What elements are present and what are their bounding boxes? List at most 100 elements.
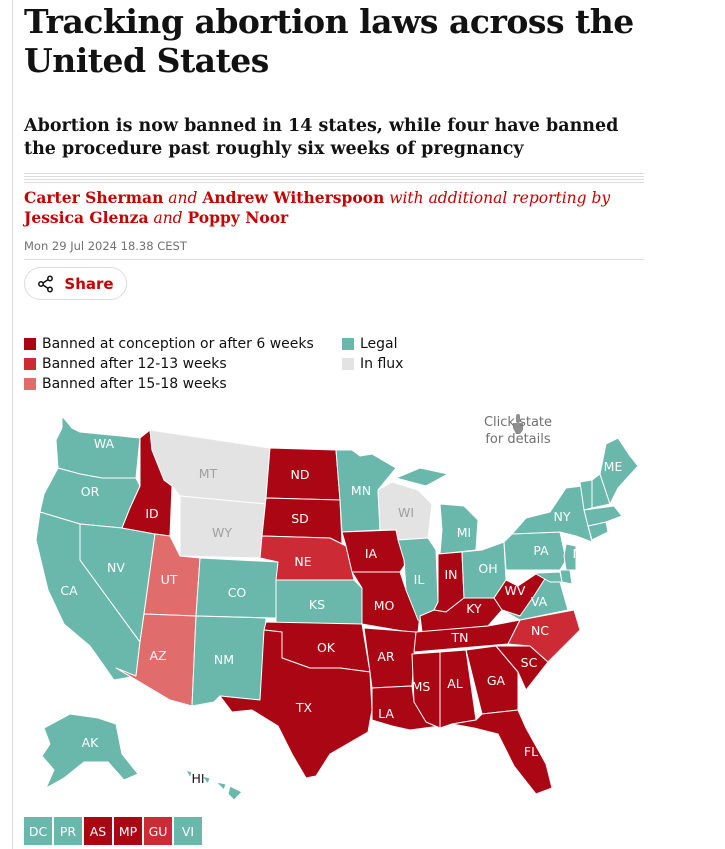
state-label-NV: NV xyxy=(107,560,125,575)
state-label-AR: AR xyxy=(377,649,395,664)
state-SC[interactable] xyxy=(495,645,549,691)
state-label-ND: ND xyxy=(291,467,310,482)
state-label-PA: PA xyxy=(533,543,549,558)
territory-AS[interactable]: AS xyxy=(84,817,112,845)
state-label-AZ: AZ xyxy=(149,648,166,663)
legend-swatch xyxy=(342,338,354,350)
state-label-KY: KY xyxy=(466,601,482,616)
legend-item-banned-12: Banned after 12-13 weeks xyxy=(24,356,227,372)
state-MA[interactable] xyxy=(583,505,623,527)
headline: Tracking abortion laws across the United… xyxy=(24,2,634,80)
state-label-ID: ID xyxy=(145,506,158,521)
state-label-TX: TX xyxy=(295,700,313,715)
state-label-NJ: NJ xyxy=(572,546,585,561)
state-label-UT: UT xyxy=(161,572,178,587)
map-hint-line: for details xyxy=(485,432,551,447)
state-NJ[interactable] xyxy=(563,543,577,571)
state-FL[interactable] xyxy=(451,709,553,795)
state-label-NY: NY xyxy=(554,509,571,524)
legend-label: Banned after 15-18 weeks xyxy=(42,376,227,392)
legend-swatch xyxy=(24,338,36,350)
interactive-rule xyxy=(12,322,13,849)
state-label-HI: HI xyxy=(191,771,204,786)
state-label-WY: WY xyxy=(212,525,232,540)
state-label-SC: SC xyxy=(521,655,538,670)
territory-VI[interactable]: VI xyxy=(174,817,202,845)
state-label-MS: MS xyxy=(412,679,431,694)
state-label-IL: IL xyxy=(414,572,425,587)
us-abortion-map: WA OR CA NV ID MT WY UT AZ CO NM ND SD N… xyxy=(35,414,639,801)
legend-item-legal: Legal xyxy=(342,336,398,352)
territory-boxes: DC PR AS MP GU VI xyxy=(24,817,202,845)
share-button[interactable]: Share xyxy=(24,267,127,300)
map-hint-line: Click state xyxy=(483,415,553,430)
legend-item-in-flux: In flux xyxy=(342,356,403,372)
legend-swatch xyxy=(24,358,36,370)
state-label-CA: CA xyxy=(60,583,78,598)
state-label-VA: VA xyxy=(531,594,548,609)
author-link[interactable]: Poppy Noor xyxy=(187,208,289,227)
state-MS[interactable] xyxy=(411,651,441,729)
territory-GU[interactable]: GU xyxy=(144,817,172,845)
state-ME[interactable] xyxy=(599,437,639,505)
legend-item-banned-15: Banned after 15-18 weeks xyxy=(24,376,227,392)
state-label-IA: IA xyxy=(365,546,378,561)
state-label-AK: AK xyxy=(82,735,100,750)
legend-label: Banned after 12-13 weeks xyxy=(42,356,227,372)
territory-DC[interactable]: DC xyxy=(24,817,52,845)
lake-michigan xyxy=(430,504,442,550)
share-icon xyxy=(38,275,54,292)
territory-MP[interactable]: MP xyxy=(114,817,142,845)
legend-label: In flux xyxy=(360,356,404,372)
legend-item-banned-6: Banned at conception or after 6 weeks xyxy=(24,336,314,352)
state-label-KS: KS xyxy=(309,597,325,612)
state-label-CO: CO xyxy=(228,585,247,600)
state-GA[interactable] xyxy=(465,645,519,715)
state-label-OK: OK xyxy=(317,640,336,655)
state-label-WV: WV xyxy=(505,583,526,598)
author-link[interactable]: Carter Sherman xyxy=(24,188,164,207)
state-label-TN: TN xyxy=(451,630,469,645)
standfirst: Abortion is now banned in 14 states, whi… xyxy=(24,116,619,159)
state-label-SD: SD xyxy=(291,511,309,526)
state-label-OR: OR xyxy=(81,484,100,499)
map-legend: Banned at conception or after 6 weeks Ba… xyxy=(24,336,444,396)
legend-label: Banned at conception or after 6 weeks xyxy=(42,336,314,352)
divider-rules xyxy=(24,173,644,183)
state-label-IN: IN xyxy=(444,567,457,582)
territory-PR[interactable]: PR xyxy=(54,817,82,845)
author-link[interactable]: Andrew Witherspoon xyxy=(202,188,385,207)
pointer-icon xyxy=(513,414,523,434)
state-label-FL: FL xyxy=(524,744,538,759)
state-label-GA: GA xyxy=(487,673,506,688)
state-label-DE: DE xyxy=(572,567,590,582)
state-label-AL: AL xyxy=(447,676,463,691)
legend-swatch xyxy=(342,358,354,370)
state-label-MN: MN xyxy=(351,483,371,498)
divider xyxy=(24,259,644,260)
state-label-MI: MI xyxy=(457,525,471,540)
state-label-NC: NC xyxy=(531,623,549,638)
legend-swatch xyxy=(24,378,36,390)
author-link[interactable]: Jessica Glenza xyxy=(24,208,149,227)
byline-and: and xyxy=(153,209,183,227)
map-hint: Click state for details xyxy=(468,414,568,448)
state-AK[interactable] xyxy=(41,713,139,789)
byline-and: and xyxy=(168,189,198,207)
dateline: Mon 29 Jul 2024 18.38 CEST xyxy=(24,239,187,253)
state-label-WI: WI xyxy=(398,505,414,520)
state-MN[interactable] xyxy=(335,449,397,533)
state-labels: WA OR CA NV ID MT WY UT AZ CO NM ND SD N… xyxy=(60,436,622,786)
state-TX[interactable] xyxy=(219,629,373,779)
legend-label: Legal xyxy=(360,336,398,352)
share-label: Share xyxy=(64,274,114,293)
state-label-LA: LA xyxy=(378,706,394,721)
state-label-ME: ME xyxy=(604,459,623,474)
byline: Carter Sherman and Andrew Witherspoon wi… xyxy=(24,188,649,228)
state-HI[interactable] xyxy=(185,769,243,801)
state-label-OH: OH xyxy=(478,561,497,576)
state-MD[interactable] xyxy=(517,571,563,583)
state-label-MO: MO xyxy=(374,598,395,613)
state-label-WA: WA xyxy=(94,436,115,451)
state-label-MT: MT xyxy=(199,466,218,481)
